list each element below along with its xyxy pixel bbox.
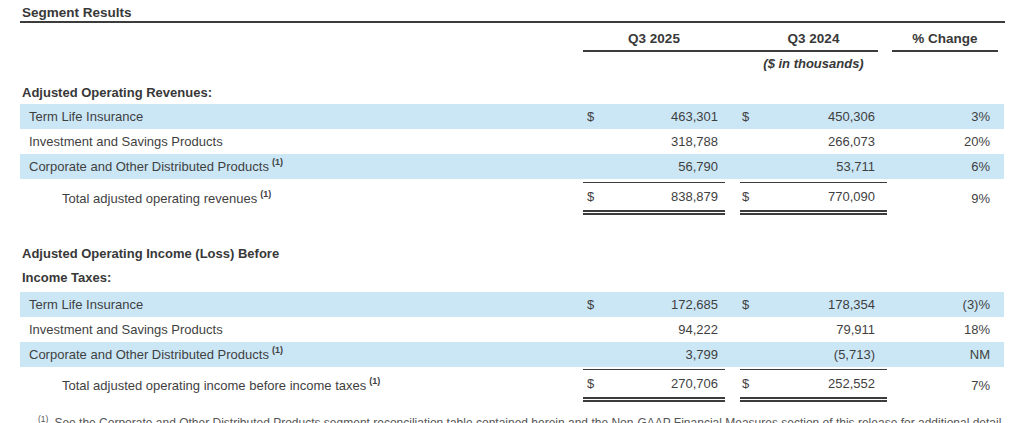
amount-cell: 266,073: [740, 129, 887, 154]
column-header-q3-2024: Q3 2024: [740, 31, 887, 46]
column-header-pct-change: % Change: [892, 31, 1004, 46]
row-label: Term Life Insurance: [20, 109, 583, 124]
table-row: Investment and Savings Products 318,788 …: [20, 129, 1004, 154]
amount-value: 56,790: [678, 159, 718, 174]
amount-cell: $450,306: [740, 104, 887, 129]
amount-value: 266,073: [828, 134, 875, 149]
amount-value: 172,685: [671, 297, 718, 312]
pct-change-value: 18%: [892, 322, 1004, 337]
footnote-marker: (1): [38, 414, 48, 423]
pct-change-value: 20%: [892, 134, 1004, 149]
row-label: Investment and Savings Products: [20, 134, 583, 149]
footnote-ref: (1): [260, 189, 271, 199]
currency-symbol: $: [587, 297, 594, 312]
amount-cell: $463,301: [583, 104, 725, 129]
footnote-ref: (1): [272, 157, 283, 167]
pct-change-value: 7%: [892, 378, 1004, 393]
section-heading-income-line1: Adjusted Operating Income (Loss) Before: [22, 246, 279, 261]
row-label: Corporate and Other Distributed Products…: [20, 158, 583, 174]
total-amount-cell: $770,090: [740, 182, 887, 215]
row-label: Term Life Insurance: [20, 297, 583, 312]
table-row: Investment and Savings Products 94,222 7…: [20, 317, 1004, 342]
amount-value: 838,879: [671, 189, 718, 204]
total-amount-cell: $270,706: [583, 369, 725, 402]
amount-cell: 318,788: [583, 129, 725, 154]
amount-columns-rule: [583, 50, 878, 52]
section-heading-income-line2: Income Taxes:: [22, 270, 111, 285]
amount-cell: 94,222: [583, 317, 725, 342]
amount-value: 450,306: [828, 109, 875, 124]
section-income-rows: Term Life Insurance $172,685 $178,354 (3…: [20, 292, 1004, 367]
amount-value: 94,222: [678, 322, 718, 337]
total-label: Total adjusted operating revenues(1): [20, 190, 583, 206]
amount-cell: (5,713): [740, 342, 887, 367]
title-rule: [20, 21, 1005, 23]
currency-symbol: $: [587, 109, 594, 124]
amount-value: 178,354: [828, 297, 875, 312]
section-heading-revenues: Adjusted Operating Revenues:: [22, 85, 212, 100]
total-amount-cell: $252,552: [740, 369, 887, 402]
segment-results-table: Segment Results Q3 2025 Q3 2024 % Change…: [0, 0, 1024, 423]
currency-symbol: $: [742, 109, 749, 124]
amount-value: (5,713): [834, 347, 875, 362]
section-revenues-rows: Term Life Insurance $463,301 $450,306 3%…: [20, 104, 1004, 179]
amount-cell: 56,790: [583, 154, 725, 179]
amount-value: 270,706: [671, 376, 718, 391]
currency-symbol: $: [742, 297, 749, 312]
column-header-row: Q3 2025 Q3 2024 % Change: [20, 31, 1004, 46]
table-row: Corporate and Other Distributed Products…: [20, 342, 1004, 367]
pct-change-value: 3%: [892, 109, 1004, 124]
pct-change-value: 9%: [892, 191, 1004, 206]
footnote-text: See the Corporate and Other Distributed …: [54, 416, 1004, 423]
amount-value: 252,552: [828, 376, 875, 391]
footnote-ref: (1): [272, 345, 283, 355]
table-row: Term Life Insurance $172,685 $178,354 (3…: [20, 292, 1004, 317]
amount-value: 770,090: [828, 189, 875, 204]
currency-symbol: $: [742, 189, 749, 204]
amount-value: 318,788: [671, 134, 718, 149]
pct-change-value: 6%: [892, 159, 1004, 174]
total-label: Total adjusted operating income before i…: [20, 377, 583, 393]
amount-cell: $178,354: [740, 292, 887, 317]
amount-value: 79,911: [836, 322, 875, 337]
amount-cell: 53,711: [740, 154, 887, 179]
currency-symbol: $: [742, 376, 749, 391]
total-row-income: Total adjusted operating income before i…: [20, 369, 1004, 402]
amount-cell: 3,799: [583, 342, 725, 367]
currency-symbol: $: [587, 376, 594, 391]
pct-change-value: NM: [892, 347, 1004, 362]
units-note: ($ in thousands): [740, 56, 887, 71]
column-header-q3-2025: Q3 2025: [583, 31, 725, 46]
currency-symbol: $: [587, 189, 594, 204]
row-label: Investment and Savings Products: [20, 322, 583, 337]
row-label: Corporate and Other Distributed Products…: [20, 346, 583, 362]
total-amount-cell: $838,879: [583, 182, 725, 215]
page-title: Segment Results: [22, 5, 132, 20]
amount-value: 3,799: [685, 347, 718, 362]
amount-value: 463,301: [671, 109, 718, 124]
footnote-ref: (1): [369, 376, 380, 386]
total-row-revenues: Total adjusted operating revenues(1) $83…: [20, 182, 1004, 215]
pct-change-value: (3)%: [892, 297, 1004, 312]
amount-cell: $172,685: [583, 292, 725, 317]
table-row: Term Life Insurance $463,301 $450,306 3%: [20, 104, 1004, 129]
amount-cell: 79,911: [740, 317, 887, 342]
pct-change-rule: [892, 50, 998, 52]
footnote: (1) See the Corporate and Other Distribut…: [38, 414, 1008, 423]
table-row: Corporate and Other Distributed Products…: [20, 154, 1004, 179]
amount-value: 53,711: [836, 159, 875, 174]
